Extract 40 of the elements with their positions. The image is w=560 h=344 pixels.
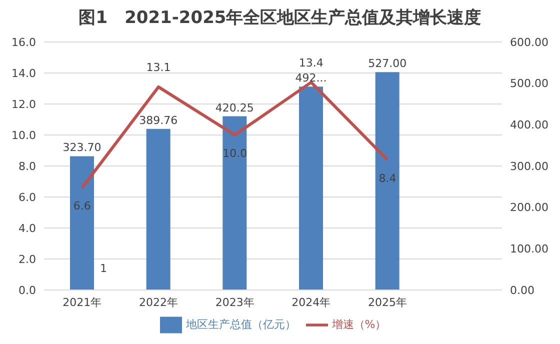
y-tick-label: 8.0	[18, 160, 36, 173]
bar	[375, 72, 400, 290]
bar	[70, 156, 94, 290]
y2-tick-label: 0.00	[510, 284, 534, 297]
x-tick-label: 2021年	[62, 296, 102, 309]
y-tick-label: 6.0	[18, 190, 36, 204]
y-tick-label: 2.0	[18, 252, 36, 266]
y2-tick-label: 400.00	[510, 118, 548, 132]
data-label: 492...	[295, 72, 327, 85]
data-label: 10.0	[222, 147, 248, 160]
y-tick-label: 16.0	[12, 36, 36, 49]
bar	[146, 128, 170, 290]
chart-title: 图1 2021-2025年全区地区生产总值及其增长速度	[78, 7, 482, 29]
y2-tick-label: 300.00	[510, 160, 548, 173]
data-label: 13.4	[298, 56, 324, 70]
y-tick-label: 14.0	[12, 66, 36, 80]
x-tick-label: 2022年	[139, 296, 178, 309]
x-tick-label: 2023年	[215, 296, 254, 309]
y-tick-label: 4.0	[18, 222, 36, 235]
y-tick-label: 0.0	[18, 284, 36, 297]
data-label: 323.70	[62, 141, 102, 154]
bar	[222, 116, 247, 290]
y2-tick-label: 100.00	[510, 242, 548, 256]
x-tick-label: 2025年	[368, 296, 407, 309]
data-label: 527.00	[368, 57, 407, 70]
data-label: 6.6	[73, 200, 91, 213]
annotation: 1	[100, 262, 107, 275]
data-label: 13.1	[146, 60, 171, 74]
y2-tick-label: 200.00	[510, 201, 548, 214]
y-tick-label: 12.0	[12, 98, 36, 111]
y2-tick-label: 600.00	[510, 36, 548, 49]
legend-label: 地区生产总值（亿元）	[186, 318, 296, 332]
legend-label: 增速（%）	[332, 318, 386, 332]
x-tick-label: 2024年	[292, 296, 331, 309]
bar	[299, 86, 323, 290]
y2-tick-label: 500.00	[510, 77, 548, 90]
data-label: 8.4	[378, 172, 396, 185]
y-tick-label: 10.0	[12, 128, 36, 142]
data-label: 420.25	[215, 101, 254, 114]
data-label: 389.76	[139, 114, 178, 127]
